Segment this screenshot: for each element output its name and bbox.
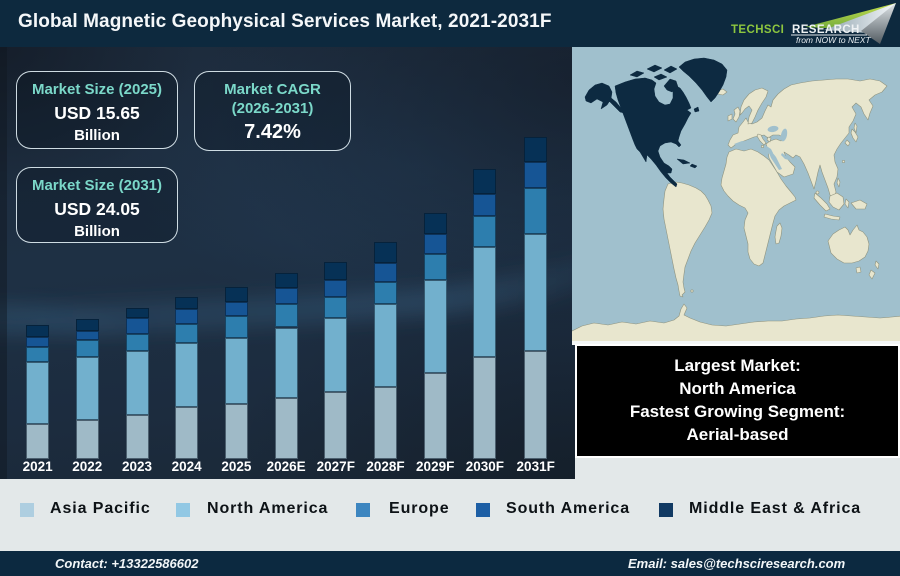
svg-text:TECHSCI: TECHSCI: [731, 24, 784, 36]
svg-text:RESEARCH: RESEARCH: [792, 24, 860, 36]
svg-text:from NOW to NEXT: from NOW to NEXT: [796, 35, 871, 45]
